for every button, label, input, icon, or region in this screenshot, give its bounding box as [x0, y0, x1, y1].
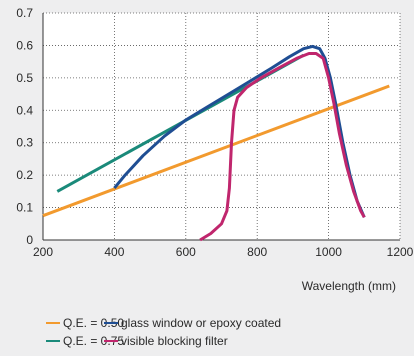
grid — [43, 12, 401, 240]
tick-labels: 200 400 600 800 1000 1200 0 0.1 0.2 0.3 0.4 0.5 0.6 0… — [16, 6, 413, 259]
x-tick-label: 1200 — [387, 245, 414, 259]
legend-item: Q.E. = 0.50 — [46, 316, 124, 330]
y-tick-label: 0.5 — [16, 71, 33, 85]
plot-area — [43, 13, 400, 240]
x-tick-label: 600 — [176, 245, 196, 259]
legend-swatch — [104, 322, 118, 324]
y-tick-label: 0 — [26, 233, 33, 247]
legend-swatch — [46, 340, 60, 342]
series-line-2 — [113, 44, 366, 218]
x-tick-label: 400 — [104, 245, 124, 259]
legend-label: glass window or epoxy coated — [121, 316, 282, 330]
legend-item: glass window or epoxy coated — [104, 316, 281, 330]
x-tick-label: 1000 — [315, 245, 342, 259]
y-tick-label: 0.4 — [16, 103, 33, 117]
x-tick-label: 200 — [33, 245, 53, 259]
x-axis-title: Wavelength (mm) — [302, 279, 396, 293]
y-tick-label: 0.1 — [16, 201, 33, 215]
legend-item: Q.E. = 0.75 — [46, 334, 124, 348]
series-lines — [42, 44, 390, 242]
legend-swatch — [104, 340, 118, 342]
series-line-3 — [199, 52, 366, 242]
chart: 200 400 600 800 1000 1200 0 0.1 0.2 0.3 0.4 0.5 0.6 0… — [16, 6, 413, 293]
y-tick-label: 0.2 — [16, 168, 33, 182]
legend-label: visible blocking filter — [121, 334, 228, 348]
y-tick-label: 0.3 — [16, 136, 33, 150]
legend-label: Q.E. = 0.50 — [63, 316, 125, 330]
y-tick-label: 0.7 — [16, 6, 33, 20]
legend-swatch — [46, 322, 60, 324]
y-tick-label: 0.6 — [16, 38, 33, 52]
legend-label: Q.E. = 0.75 — [63, 334, 125, 348]
x-tick-label: 800 — [247, 245, 267, 259]
axes — [42, 13, 400, 241]
series-line-0 — [42, 84, 390, 218]
legend-item: visible blocking filter — [104, 334, 228, 348]
